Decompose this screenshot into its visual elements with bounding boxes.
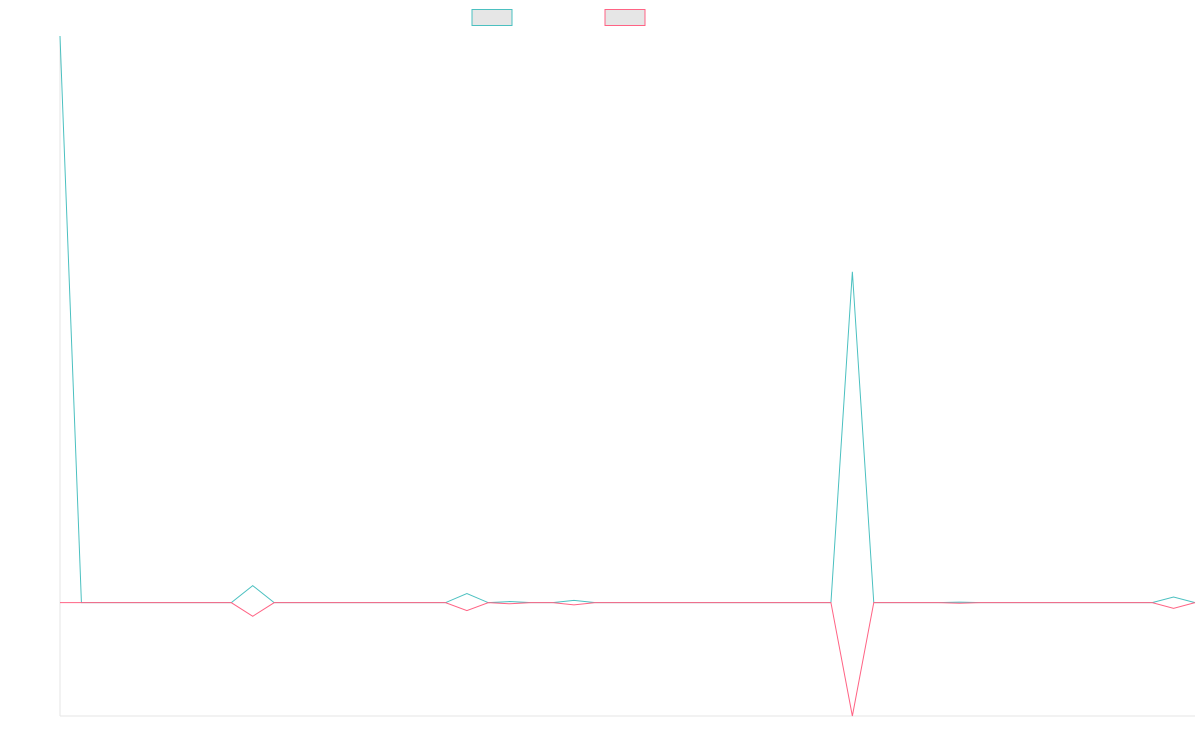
legend-item-1[interactable] [471,9,513,26]
series-line-1 [59,35,1196,604]
legend-swatch[interactable] [604,9,646,26]
series-line-2 [60,602,1196,717]
legend-swatch[interactable] [471,9,513,26]
series-layer [59,35,1196,717]
legend [471,9,646,26]
legend-item-2[interactable] [604,9,646,26]
axes-group [59,36,1195,717]
